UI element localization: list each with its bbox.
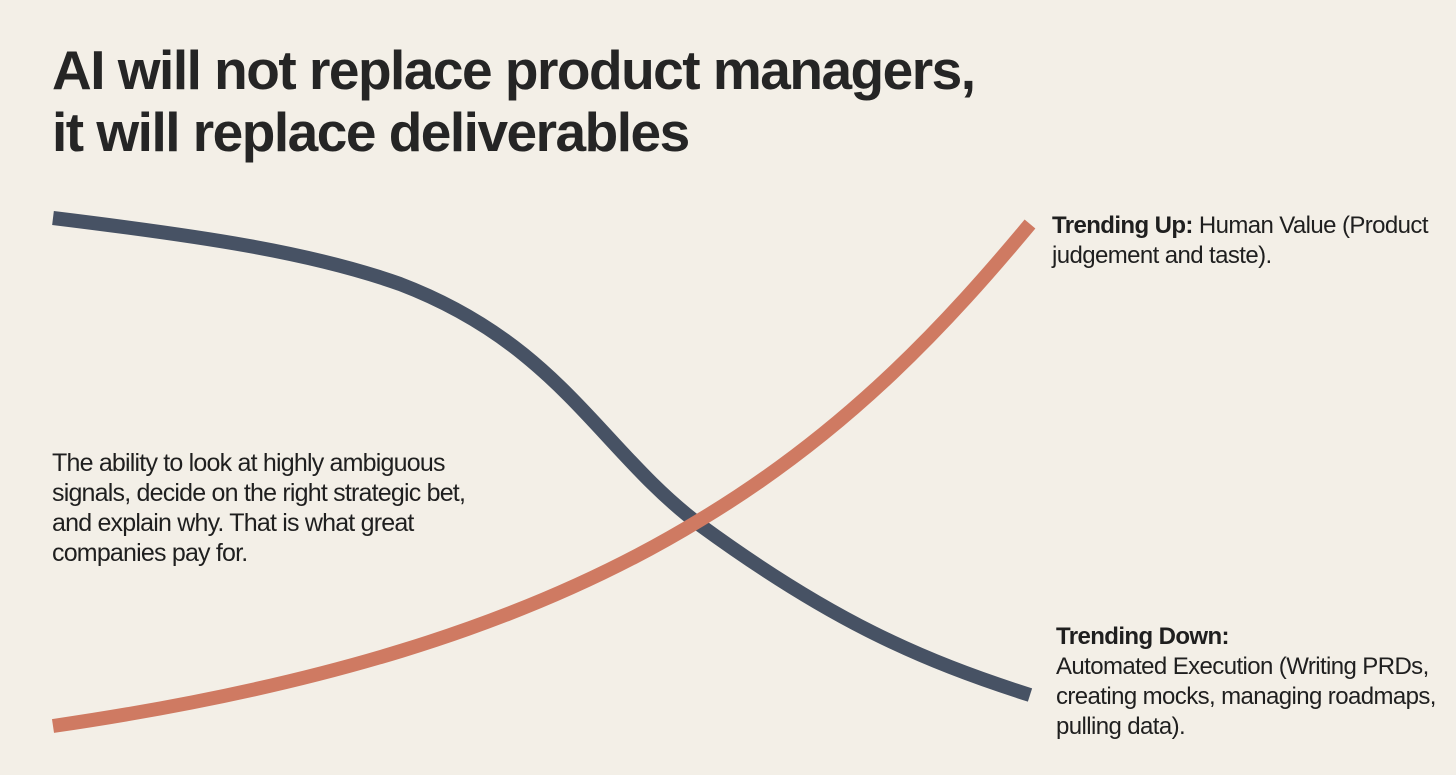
body-text: The ability to look at highly ambiguous …	[52, 449, 466, 567]
trending-down-curve	[52, 211, 1033, 702]
trending-up-heading: Trending Up:	[1052, 212, 1193, 239]
trending-up-text: Human Value (Product judgement and taste…	[1052, 212, 1428, 269]
trending-up-curve	[51, 219, 1036, 733]
title-line-1: AI will not replace product managers,	[52, 39, 976, 101]
trending-up-label: Trending Up: Human Value (Product judgem…	[1052, 211, 1432, 271]
trending-down-heading: Trending Down:	[1056, 623, 1230, 650]
trending-down-label: Trending Down: Automated Execution (Writ…	[1056, 622, 1436, 742]
trending-down-text: Automated Execution (Writing PRDs, creat…	[1056, 653, 1436, 740]
title-line-2: it will replace deliverables	[52, 101, 690, 163]
